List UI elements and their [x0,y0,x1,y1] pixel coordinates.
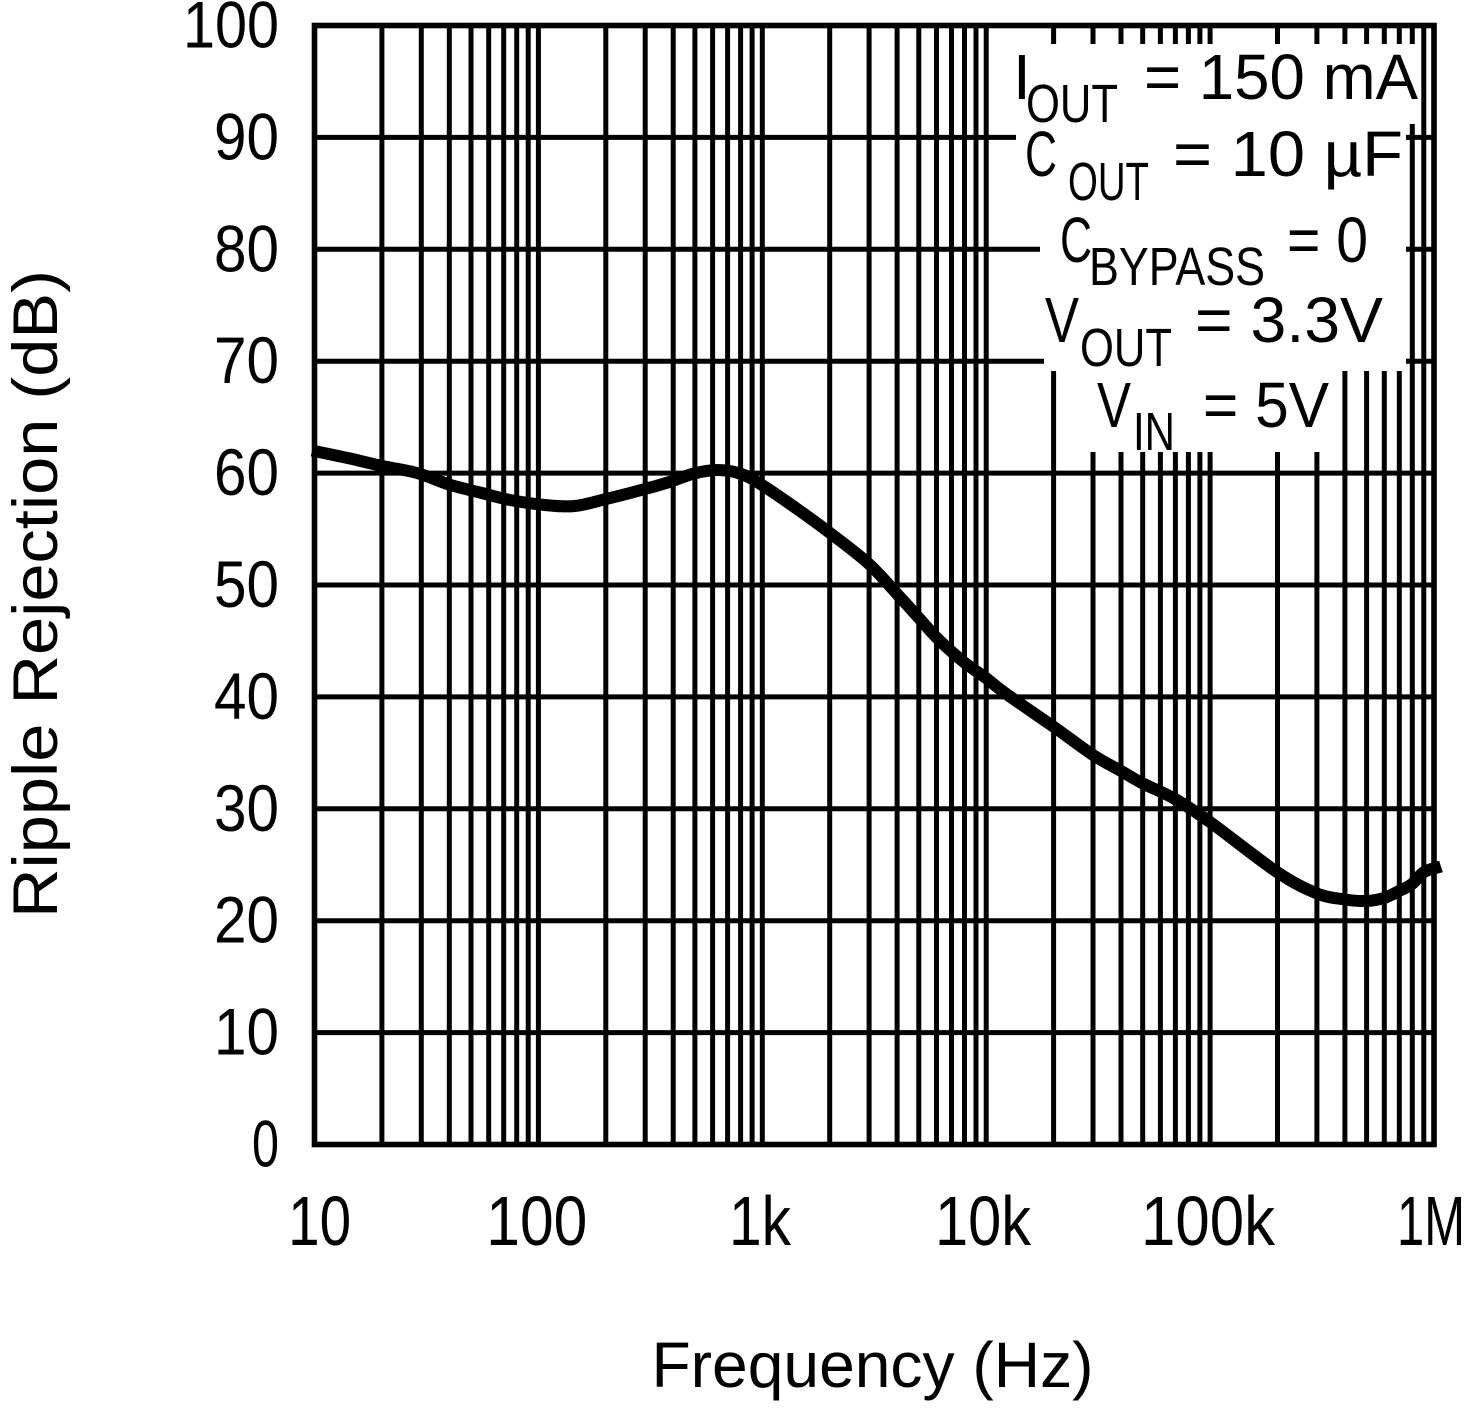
svg-text:C: C [1025,118,1057,190]
svg-text:90: 90 [214,99,279,173]
svg-text:OUT: OUT [1026,74,1118,134]
svg-text:80: 80 [214,211,279,285]
svg-text:0: 0 [252,1107,279,1181]
svg-text:30: 30 [214,771,279,845]
svg-text:60: 60 [214,435,279,509]
svg-text:10k: 10k [935,1182,1032,1260]
svg-text:40: 40 [214,659,279,733]
svg-text:= 3.3V: = 3.3V [1195,284,1383,356]
svg-text:1k: 1k [729,1182,792,1260]
svg-text:BYPASS: BYPASS [1089,237,1265,297]
svg-text:I: I [1013,41,1031,113]
svg-text:V: V [1045,284,1079,356]
svg-text:10: 10 [288,1182,351,1260]
svg-text:= 5V: = 5V [1203,369,1329,441]
svg-text:100: 100 [486,1182,587,1260]
svg-text:= 150 mA: = 150 mA [1144,41,1418,113]
svg-text:70: 70 [214,323,279,397]
svg-text:IN: IN [1133,402,1175,462]
svg-text:1M: 1M [1397,1182,1464,1260]
svg-text:50: 50 [214,547,279,621]
svg-text:= 0: = 0 [1287,204,1368,276]
svg-text:100: 100 [183,0,279,62]
svg-text:OUT: OUT [1080,318,1172,378]
svg-text:Frequency (Hz): Frequency (Hz) [652,1329,1094,1401]
svg-text:V: V [1097,369,1131,441]
svg-text:20: 20 [214,883,279,957]
svg-text:10: 10 [214,995,279,1069]
svg-text:OUT: OUT [1068,152,1149,212]
svg-text:C: C [1060,204,1092,276]
svg-text:= 10 µF: = 10 µF [1173,118,1403,190]
svg-text:100k: 100k [1141,1182,1276,1260]
svg-text:Ripple Rejection (dB): Ripple Rejection (dB) [1,270,71,918]
